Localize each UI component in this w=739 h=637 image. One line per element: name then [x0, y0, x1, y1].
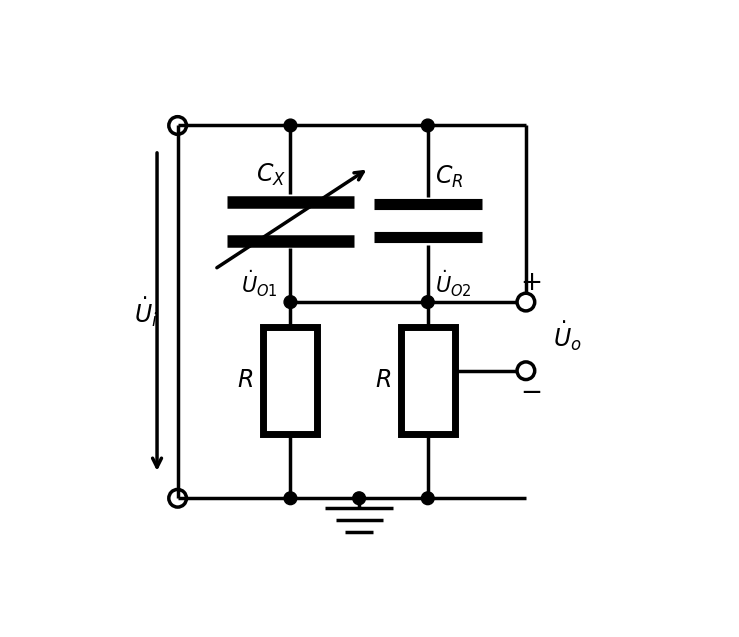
Circle shape — [353, 492, 366, 505]
Text: $-$: $-$ — [520, 378, 542, 403]
Bar — [401, 327, 454, 434]
Text: $\dot{U}_{O1}$: $\dot{U}_{O1}$ — [242, 268, 278, 299]
Text: $R$: $R$ — [375, 369, 391, 392]
Text: $R$: $R$ — [237, 369, 253, 392]
Bar — [264, 327, 318, 434]
Text: $C_R$: $C_R$ — [435, 164, 463, 190]
Circle shape — [421, 296, 435, 308]
Text: $\dot{U}_o$: $\dot{U}_o$ — [553, 319, 582, 354]
Circle shape — [284, 492, 297, 505]
Circle shape — [421, 119, 435, 132]
Text: $\dot{U}_{O2}$: $\dot{U}_{O2}$ — [435, 268, 472, 299]
Circle shape — [284, 296, 297, 308]
Text: $+$: $+$ — [520, 270, 542, 295]
Circle shape — [421, 492, 435, 505]
Circle shape — [284, 119, 297, 132]
Text: $C_X$: $C_X$ — [256, 161, 286, 188]
Text: $\dot{U}_i$: $\dot{U}_i$ — [134, 295, 157, 329]
